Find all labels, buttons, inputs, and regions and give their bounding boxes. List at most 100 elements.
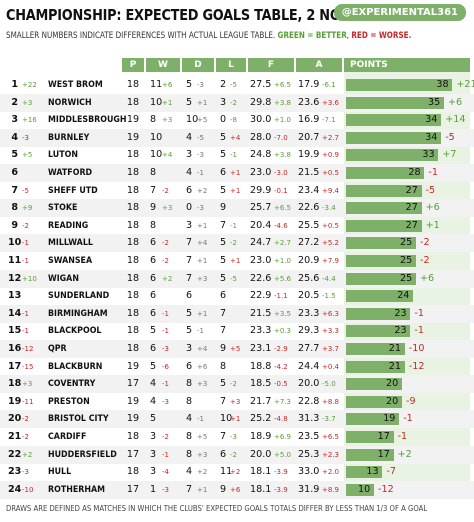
points-value: 25 xyxy=(400,272,413,284)
goals-for-cell: 20.0 xyxy=(250,448,272,460)
points-value: 23 xyxy=(394,325,407,337)
goals-against-diff: +3.3 xyxy=(322,327,339,336)
position-change: -1 xyxy=(22,309,29,318)
wins-cell: 3 xyxy=(150,448,157,460)
goals-against-cell: 25.6 xyxy=(298,272,320,284)
points-diff: -1 xyxy=(414,307,424,319)
team-name: PRESTON xyxy=(48,396,90,407)
goals-for-cell: 22.9 xyxy=(250,290,272,302)
subtitle-red: RED = WORSE. xyxy=(351,30,412,40)
wins-diff: -1 xyxy=(162,380,169,389)
table-row: 1 +22 WEST BROM 18 11 +6 5 -3 2 -5 27.5 +6.5 17.9 -6.… xyxy=(0,76,474,94)
points-bar xyxy=(346,219,422,232)
team-name: LUTON xyxy=(48,150,78,161)
team-name: WIGAN xyxy=(48,273,79,284)
wins-diff: -2 xyxy=(162,257,169,265)
goals-against-cell: 21.5 xyxy=(298,167,320,178)
table-row: 6 WATFORD 18 8 4 -1 6 +1 23.0 -3.0 21.5 +0.5 28 -1 xyxy=(0,164,474,182)
goals-against-diff: +3.7 xyxy=(322,345,339,353)
wins-cell: 10 xyxy=(150,131,163,143)
losses-cell: 6 xyxy=(220,167,227,178)
losses-diff: -2 xyxy=(230,239,237,248)
losses-diff: +4 xyxy=(230,133,241,142)
table-row: 11 -1 SWANSEA 18 6 -2 7 +1 5 +1 23.0 +1.0 20.9 +7.9 25… xyxy=(0,252,474,270)
goals-against-cell: 23.5 xyxy=(298,431,320,442)
goals-against-diff: -6.1 xyxy=(322,81,336,89)
played-cell: 18 xyxy=(126,184,140,196)
goals-for-cell: 22.6 xyxy=(250,272,272,284)
goals-against-diff: -7.1 xyxy=(322,116,336,125)
points-bar xyxy=(346,483,374,496)
draws-diff: +1 xyxy=(197,98,208,107)
points-bar xyxy=(346,202,422,215)
points-diff: -1 xyxy=(397,431,408,442)
goals-against-diff: +0.9 xyxy=(322,151,339,160)
position-cell: 13 xyxy=(8,290,22,302)
losses-cell: 7 xyxy=(220,325,227,337)
goals-against-cell: 31.9 xyxy=(298,483,320,495)
team-name: SWANSEA xyxy=(48,256,93,266)
points-value: 19 xyxy=(383,413,396,425)
table-row: 9 -2 READING 18 8 3 +1 7 -1 20.4 -4.6 25.5 +0.5 27 +1 xyxy=(0,217,474,235)
losses-cell: 2 xyxy=(220,79,227,90)
wins-cell: 10 xyxy=(150,149,163,161)
losses-cell: 5 xyxy=(220,149,227,161)
goals-for-cell: 18.1 xyxy=(250,483,272,495)
position-cell: 22 xyxy=(8,448,22,460)
wins-diff: +3 xyxy=(162,116,173,125)
points-diff: +2 xyxy=(397,448,412,460)
points-bar xyxy=(346,114,442,127)
position-change: +22 xyxy=(22,81,37,89)
draws-diff: +1 xyxy=(197,221,208,230)
goals-for-cell: 28.0 xyxy=(250,131,272,143)
goals-for-cell: 18.1 xyxy=(250,466,272,478)
points-diff: +1 xyxy=(425,219,440,231)
losses-diff: +6 xyxy=(230,485,241,494)
points-bar xyxy=(346,431,394,443)
points-value: 27 xyxy=(405,202,418,214)
draws-diff: +6 xyxy=(197,362,208,371)
position-cell: 21 xyxy=(8,431,22,442)
wins-cell: 6 xyxy=(150,307,157,319)
table-row: 14 -1 BIRMINGHAM 18 6 -1 5 +1 7 21.5 +3.5 23.3 +6.3 2… xyxy=(0,304,474,323)
position-change: +3 xyxy=(22,98,33,107)
goals-against-diff: +3.6 xyxy=(322,98,339,107)
losses-cell: 8 xyxy=(220,360,227,372)
played-cell: 18 xyxy=(126,237,140,249)
wins-cell: 5 xyxy=(150,325,157,337)
position-change: -3 xyxy=(22,133,29,142)
played-cell: 17 xyxy=(126,483,140,495)
goals-against-cell: 24.4 xyxy=(298,360,320,372)
position-cell: 7 xyxy=(11,184,18,196)
draws-cell: 8 xyxy=(186,395,193,407)
points-bar xyxy=(346,149,439,162)
wins-diff: -1 xyxy=(162,450,169,459)
points-value: 27 xyxy=(405,184,418,196)
points-diff: -1 xyxy=(403,413,413,425)
goals-against-cell: 16.9 xyxy=(298,114,320,126)
position-cell: 12 xyxy=(8,272,22,284)
wins-diff: -6 xyxy=(162,362,169,371)
draws-cell: 6 xyxy=(186,290,193,302)
draws-diff: +3 xyxy=(197,380,208,389)
goals-for-diff: +7.3 xyxy=(274,397,291,406)
points-value: 23 xyxy=(394,307,407,319)
position-cell: 1 xyxy=(11,79,18,90)
twitter-handle-badge[interactable]: @EXPERIMENTAL361 xyxy=(333,4,466,21)
played-cell: 18 xyxy=(126,325,140,337)
points-bar xyxy=(346,395,402,408)
draws-diff: -5 xyxy=(197,133,204,142)
losses-diff: +1 xyxy=(230,257,241,265)
position-change: -10 xyxy=(22,485,34,494)
goals-for-diff: -4.8 xyxy=(274,415,288,424)
table-row: 18 +3 COVENTRY 17 4 -1 8 +3 5 -2 18.5 -0.5 20.0 -5.0 2… xyxy=(0,375,474,394)
table-row: 21 -2 CARDIFF 18 3 -2 8 +5 7 -3 18.9 +6.9 23.5 +6.5 17… xyxy=(0,428,474,446)
position-cell: 23 xyxy=(8,466,22,478)
played-cell: 18 xyxy=(126,149,140,161)
points-diff: -1 xyxy=(428,167,438,178)
losses-cell: 7 xyxy=(220,307,227,319)
played-cell: 18 xyxy=(126,466,140,478)
position-cell: 8 xyxy=(11,202,18,214)
wins-diff: -3 xyxy=(162,397,169,406)
team-name: COVENTRY xyxy=(48,379,96,390)
